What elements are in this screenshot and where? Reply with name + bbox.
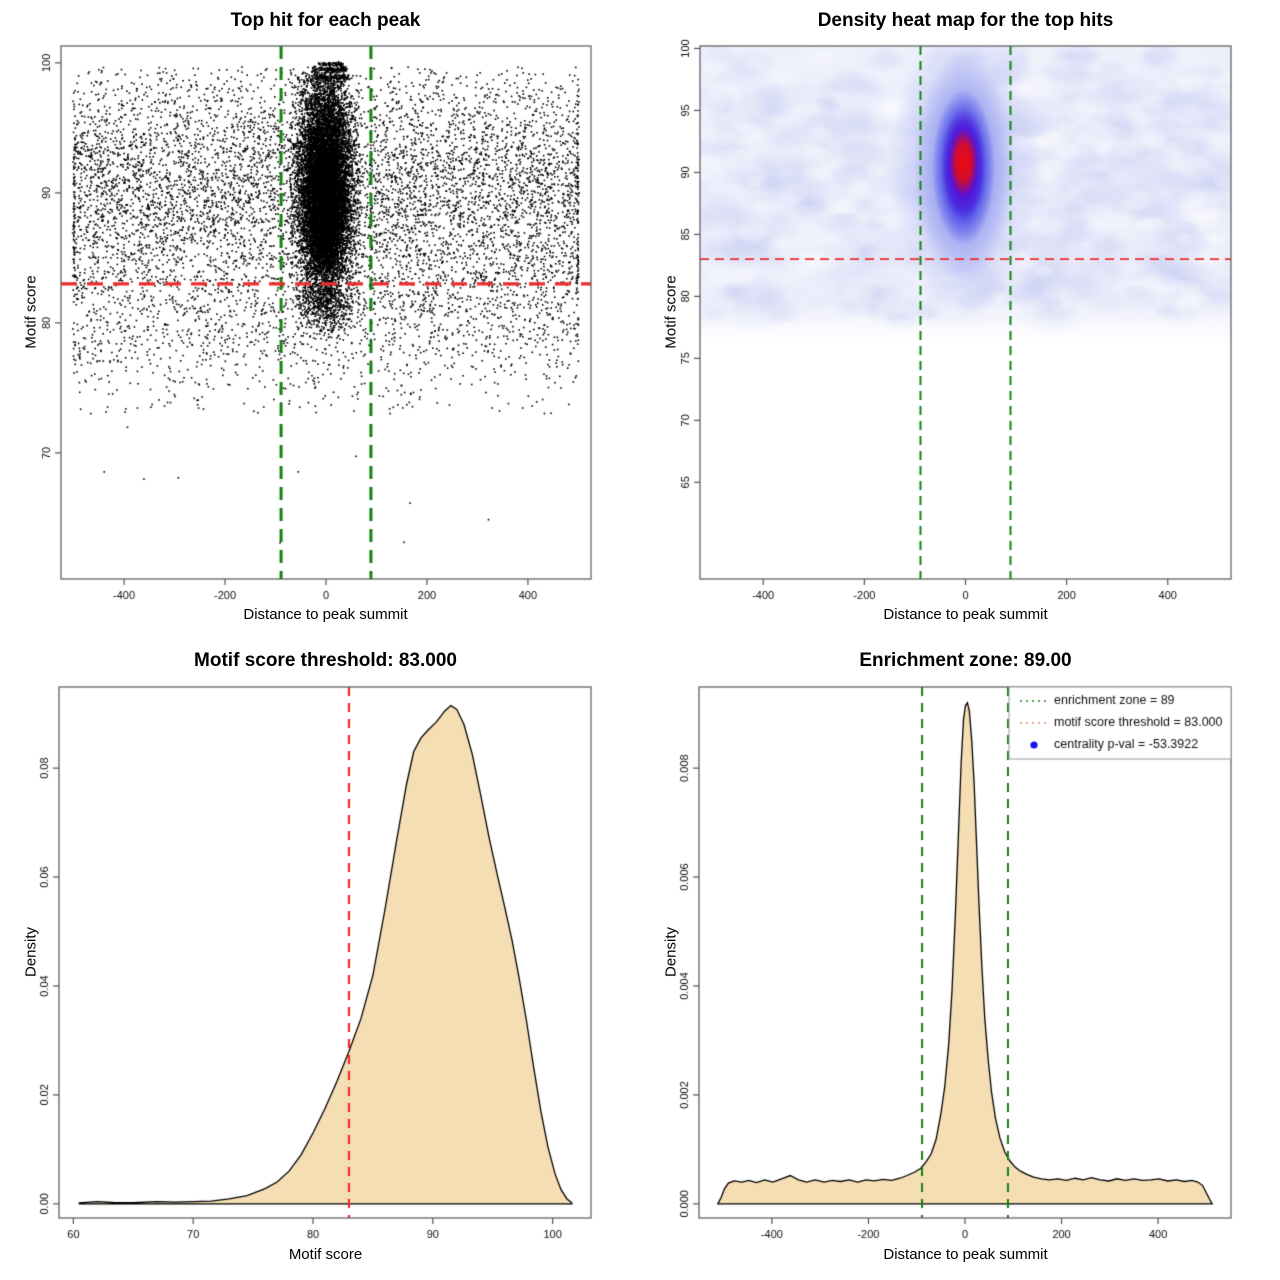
enrichment-density-title: Enrichment zone: 89.00 (859, 650, 1072, 671)
panel-top-hit-scatter: Top hit for each peak Distance to peak s… (0, 0, 640, 640)
scatter-xaxis-label: Distance to peak summit (243, 606, 408, 623)
panel-score-threshold-density: Motif score threshold: 83.000 Motif scor… (0, 640, 640, 1280)
scatter-plot-title: Top hit for each peak (230, 10, 421, 31)
enrichment-density-canvas (640, 640, 1280, 1280)
enrichment-density-xaxis-label: Distance to peak summit (883, 1246, 1048, 1263)
heatmap-xaxis-label: Distance to peak summit (883, 606, 1048, 623)
score-density-xaxis-label: Motif score (288, 1246, 363, 1263)
panel-density-heatmap: Density heat map for the top hits Distan… (640, 0, 1280, 640)
score-density-title: Motif score threshold: 83.000 (194, 650, 457, 671)
score-density-yaxis-label: Density (22, 926, 40, 978)
heatmap-title: Density heat map for the top hits (817, 10, 1114, 31)
panel-enrichment-zone-density: Enrichment zone: 89.00 Distance to peak … (640, 640, 1280, 1280)
scatter-yaxis-label: Motif score (22, 275, 40, 349)
enrichment-density-yaxis-label: Density (662, 926, 680, 978)
heatmap-canvas (640, 0, 1280, 640)
scatter-plot-canvas (0, 0, 640, 640)
score-density-canvas (0, 640, 640, 1280)
heatmap-yaxis-label: Motif score (662, 275, 680, 349)
